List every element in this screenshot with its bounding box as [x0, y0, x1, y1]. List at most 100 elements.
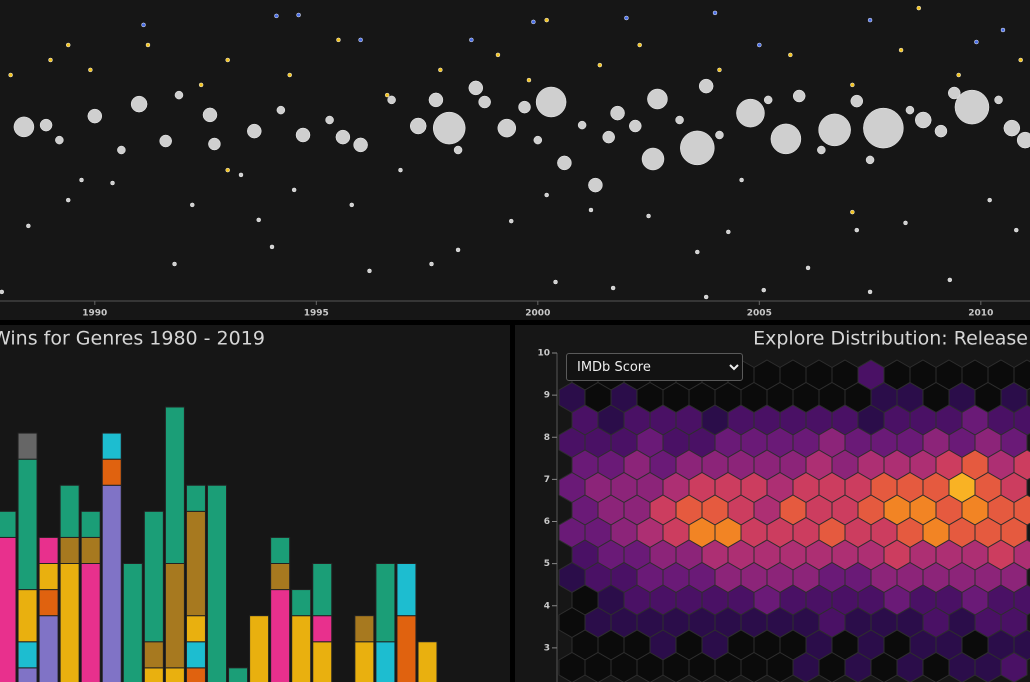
- movie-bubble: [65, 197, 71, 203]
- movie-bubble: [336, 37, 341, 43]
- genre-segment: [185, 615, 206, 643]
- genre-segment: [143, 641, 164, 669]
- movie-bubble: [518, 100, 531, 114]
- movie-bubble: [335, 129, 351, 145]
- movie-bubble: [597, 62, 603, 68]
- movie-bubble: [349, 202, 355, 208]
- movie-bubble: [610, 285, 616, 291]
- movie-bubble: [637, 42, 642, 48]
- movie-bubble: [1016, 131, 1030, 149]
- movie-bubble: [453, 145, 463, 155]
- movie-bubble: [863, 107, 904, 149]
- movie-bubble: [409, 117, 427, 135]
- movie-bubble: [610, 105, 625, 121]
- movie-bubble: [818, 113, 851, 147]
- genre-segment: [312, 615, 333, 643]
- genre-segment: [207, 484, 227, 682]
- movie-bubble: [172, 261, 177, 267]
- movie-bubble: [577, 120, 587, 130]
- movie-bubble: [238, 172, 244, 178]
- metric-select[interactable]: IMDb Score: [566, 353, 743, 381]
- movie-bubble: [805, 265, 811, 271]
- movie-bubble: [715, 130, 724, 140]
- movie-bubble: [898, 47, 904, 53]
- hexbin-plot: [558, 359, 1030, 682]
- movie-bubble: [353, 137, 368, 153]
- hex-cell: [1000, 651, 1028, 682]
- movie-bubble: [905, 105, 915, 115]
- movie-bubble: [296, 12, 301, 18]
- movie-bubble: [130, 95, 148, 113]
- movie-bubble: [1003, 119, 1021, 137]
- genre-segment: [164, 406, 185, 564]
- genre-segment: [270, 563, 291, 591]
- movie-bubble: [256, 217, 261, 223]
- movie-bubble: [736, 98, 765, 128]
- movie-bubble: [680, 130, 715, 166]
- genre-segment: [101, 432, 122, 460]
- movie-bubble: [850, 209, 855, 215]
- genre-segment: [164, 667, 185, 682]
- genre-segment: [396, 563, 417, 617]
- movie-bubble: [854, 227, 860, 233]
- genre-segment: [291, 589, 312, 617]
- movie-bubble: [469, 37, 474, 43]
- genre-segment: [143, 667, 164, 682]
- movie-bubble: [544, 17, 549, 23]
- genre-segment: [270, 589, 291, 682]
- genre-segment: [0, 536, 17, 682]
- y-tick-label: 6: [544, 517, 550, 527]
- genre-segment: [185, 641, 206, 669]
- genre-segment: [59, 536, 80, 565]
- genre-segment: [38, 563, 59, 591]
- timeline-panel: [0, 0, 1030, 320]
- movie-bubble: [79, 177, 84, 183]
- movie-bubble: [291, 187, 297, 193]
- genre-segment: [59, 563, 80, 682]
- movie-bubble: [432, 111, 466, 145]
- genre-segment: [17, 667, 38, 682]
- movie-bubble: [110, 180, 115, 186]
- movie-bubble: [117, 145, 126, 155]
- movie-bubble: [438, 67, 443, 73]
- genre-segment: [38, 615, 59, 682]
- movie-bubble: [384, 92, 390, 98]
- movie-bubble: [497, 118, 517, 138]
- movie-bubble: [994, 95, 1003, 105]
- genre-segment: [312, 563, 333, 617]
- movie-bubble: [850, 94, 864, 108]
- movie-bubble: [533, 135, 543, 145]
- movie-bubble: [865, 155, 875, 165]
- movie-bubble: [8, 72, 13, 78]
- movie-bubble: [739, 177, 744, 183]
- genre-segment: [17, 641, 38, 669]
- movie-bubble: [1018, 57, 1023, 63]
- movie-bubble: [675, 115, 684, 125]
- movie-bubble: [588, 177, 603, 193]
- movie-bubble: [276, 105, 286, 115]
- movie-bubble: [916, 5, 922, 11]
- movie-bubble: [428, 92, 444, 108]
- movie-bubble: [641, 147, 665, 171]
- movie-bubble: [468, 80, 484, 96]
- movie-bubble: [867, 289, 873, 295]
- movie-bubble: [850, 82, 855, 88]
- genre-segment: [354, 615, 375, 643]
- movie-bubble: [954, 89, 990, 125]
- movie-bubble: [159, 134, 172, 148]
- movie-bubble: [712, 10, 718, 16]
- movie-bubble: [531, 19, 536, 25]
- movie-bubble: [761, 287, 767, 293]
- movie-bubble: [198, 82, 204, 88]
- movie-bubble: [956, 72, 961, 78]
- genre-segment: [185, 667, 206, 682]
- movie-bubble: [495, 52, 501, 58]
- movie-bubble: [145, 42, 151, 48]
- movie-bubble: [1014, 227, 1019, 233]
- genre-segment: [312, 641, 333, 682]
- movie-bubble: [557, 155, 572, 171]
- movie-bubble: [478, 95, 491, 109]
- movie-bubble: [526, 77, 532, 83]
